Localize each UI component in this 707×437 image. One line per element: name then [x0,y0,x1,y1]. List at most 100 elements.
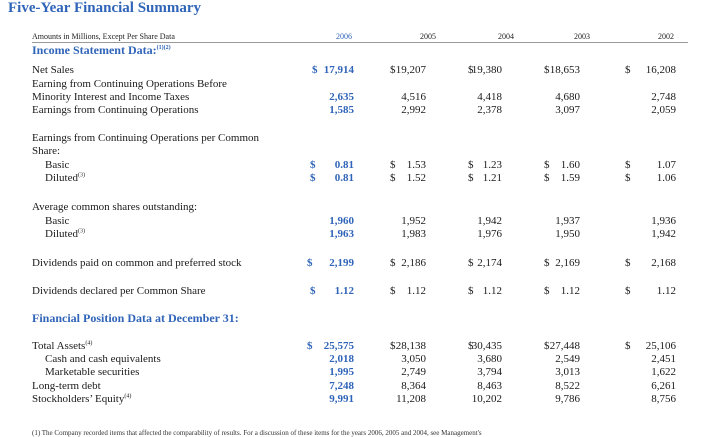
cell-ltd-2003: 8,522 [555,380,580,392]
cell-div-paid-2003: 2,169 [555,257,580,269]
cell-equity-2002: 8,756 [651,393,676,405]
cell-shares-basic-2004: 1,942 [477,215,502,227]
cell-ecobmi-2-2004: 4,418 [477,91,502,103]
cell-net-sales-2002: 16,208 [645,64,676,76]
currency-div-paid-2004: $ [468,257,474,269]
row-label-eco: Earnings from Continuing Operations [32,104,199,116]
cell-shares-basic-2005: 1,952 [401,215,426,227]
currency-net-sales-2003: $ [544,64,550,76]
cell-total-assets-2002: 25,106 [645,340,676,352]
cell-eco-2002: 2,059 [651,104,676,116]
row-label-eps-basic: Basic [45,159,70,171]
cell-eps-diluted-2002: 1.06 [656,172,676,184]
cell-securities-2002: 1,622 [651,366,676,378]
cell-total-assets-2003: 27,448 [549,340,580,352]
row-label-shares-basic: Basic [45,215,70,227]
cell-net-sales-2005: 19,207 [395,64,426,76]
row-label-eps-head-2: Share: [32,145,61,157]
year-header-2003: 2003 [574,32,590,41]
cell-shares-basic-2006: 1,960 [329,215,354,227]
currency-div-paid-2002: $ [625,257,631,269]
cell-net-sales-2006: 17,914 [323,64,354,76]
cell-shares-diluted-2005: 1,983 [401,228,426,240]
year-header-2002: 2002 [658,32,674,41]
cell-securities-2004: 3,794 [477,366,502,378]
row-label-eps-diluted: Diluted(3) [45,172,85,184]
currency-div-paid-2003: $ [544,257,550,269]
row-label-cash: Cash and cash equivalents [45,353,161,365]
cell-eco-2005: 2,992 [401,104,426,116]
cell-securities-2005: 2,749 [401,366,426,378]
cell-eps-diluted-2004: 1.21 [482,172,502,184]
currency-net-sales-2004: $ [468,64,474,76]
cell-net-sales-2003: 18,653 [549,64,580,76]
currency-eps-diluted-2002: $ [625,172,631,184]
currency-net-sales-2002: $ [625,64,631,76]
page-title: Five-Year Financial Summary [8,0,202,16]
currency-eps-basic-2006: $ [310,159,316,171]
cell-eps-basic-2003: 1.60 [560,159,580,171]
currency-net-sales-2006: $ [312,64,318,76]
cell-eco-2004: 2,378 [477,104,502,116]
cell-eco-2003: 3,097 [555,104,580,116]
currency-eps-diluted-2006: $ [310,172,316,184]
cell-div-declared-2006: 1.12 [334,285,354,297]
currency-eps-diluted-2005: $ [390,172,396,184]
footnote: (1) The Company recorded items that affe… [32,429,482,437]
cell-total-assets-2005: 28,138 [395,340,426,352]
cell-equity-2005: 11,208 [396,393,426,405]
currency-eps-basic-2004: $ [468,159,474,171]
row-label-equity: Stockholders’ Equity(4) [32,393,132,405]
row-label-net-sales: Net Sales [32,64,74,76]
cell-div-paid-2005: 2,186 [401,257,426,269]
cell-cash-2002: 2,451 [651,353,676,365]
cell-cash-2006: 2,018 [329,353,354,365]
cell-shares-diluted-2003: 1,950 [555,228,580,240]
year-header-2005: 2005 [420,32,436,41]
cell-shares-diluted-2006: 1,963 [329,228,354,240]
currency-div-declared-2005: $ [390,285,396,297]
cell-shares-basic-2003: 1,937 [555,215,580,227]
cell-div-declared-2005: 1.12 [406,285,426,297]
header-rule [32,42,688,43]
currency-eps-diluted-2004: $ [468,172,474,184]
currency-div-declared-2004: $ [468,285,474,297]
cell-div-paid-2004: 2,174 [477,257,502,269]
cell-total-assets-2006: 25,575 [323,340,354,352]
cell-eps-basic-2005: 1.53 [406,159,426,171]
currency-eps-basic-2003: $ [544,159,550,171]
row-label-shares-head: Average common shares outstanding: [32,201,198,213]
currency-eps-diluted-2003: $ [544,172,550,184]
cell-ltd-2004: 8,463 [477,380,502,392]
cell-eps-basic-2006: 0.81 [334,159,354,171]
cell-eps-basic-2004: 1.23 [482,159,502,171]
cell-eps-basic-2002: 1.07 [656,159,676,171]
cell-ecobmi-2-2002: 2,748 [651,91,676,103]
currency-total-assets-2004: $ [468,340,474,352]
currency-total-assets-2005: $ [390,340,396,352]
cell-equity-2003: 9,786 [555,393,580,405]
cell-eco-2006: 1,585 [329,104,354,116]
year-header-2006: 2006 [336,32,352,41]
cell-ecobmi-2-2005: 4,516 [401,91,426,103]
cell-ltd-2006: 7,248 [329,380,354,392]
row-label-total-assets: Total Assets(4) [32,340,93,352]
currency-total-assets-2006: $ [307,340,313,352]
row-label-shares-diluted: Diluted(3) [45,228,85,240]
cell-div-paid-2002: 2,168 [651,257,676,269]
units-note: Amounts in Millions, Except Per Share Da… [32,32,175,41]
cell-shares-diluted-2002: 1,942 [651,228,676,240]
row-label-ecobmi-1: Earning from Continuing Operations Befor… [32,78,227,90]
cell-total-assets-2004: 30,435 [471,340,502,352]
row-label-ltd: Long-term debt [32,380,101,392]
cell-cash-2004: 3,680 [477,353,502,365]
row-label-eps-head-1: Earnings from Continuing Operations per … [32,132,259,144]
cell-ltd-2002: 6,261 [651,380,676,392]
cell-eps-diluted-2006: 0.81 [334,172,354,184]
currency-net-sales-2005: $ [390,64,396,76]
currency-div-paid-2006: $ [307,257,313,269]
cell-cash-2003: 2,549 [555,353,580,365]
cell-equity-2006: 9,991 [329,393,354,405]
cell-cash-2005: 3,050 [401,353,426,365]
currency-div-paid-2005: $ [390,257,396,269]
